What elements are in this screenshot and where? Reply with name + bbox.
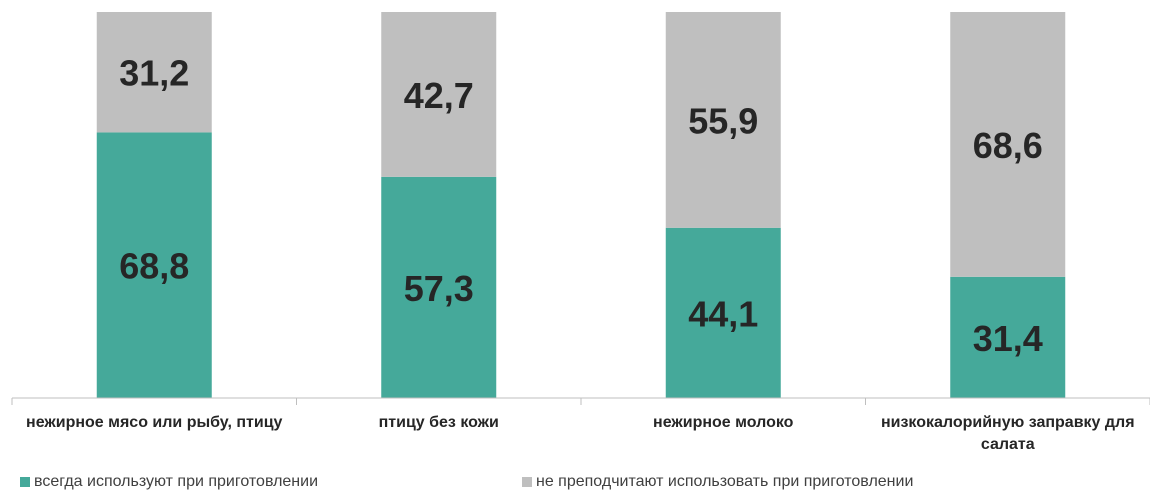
value-label: 42,7 xyxy=(404,75,474,116)
legend-label: не преподчитают использовать при пригото… xyxy=(536,473,914,490)
value-label: 44,1 xyxy=(688,293,758,334)
plot: 68,8 31,2 57,3 42,7 44,1 55,9 31,4 68,6 xyxy=(11,12,1150,405)
value-label: 31,4 xyxy=(973,318,1043,359)
value-label: 57,3 xyxy=(404,268,474,309)
bar-segment xyxy=(381,12,497,177)
bar-segment xyxy=(665,12,781,228)
bar-segment xyxy=(96,12,212,133)
legend-swatch xyxy=(522,477,532,487)
legend-item: всегда используют при приготовлении xyxy=(20,473,318,491)
bar-segment xyxy=(950,12,1066,277)
bar-segment xyxy=(665,227,781,398)
legend-item: не преподчитают использовать при пригото… xyxy=(522,473,913,491)
legend-swatch xyxy=(20,477,30,487)
bar-segment xyxy=(96,132,212,398)
value-label: 68,8 xyxy=(119,246,189,287)
value-label: 31,2 xyxy=(119,53,189,94)
value-label: 55,9 xyxy=(688,100,758,141)
bar-segment xyxy=(950,276,1066,398)
x-tick-label: птицу без кожи xyxy=(378,414,499,431)
x-tick-label: нежирное молоко xyxy=(653,414,794,431)
x-tick-label: нежирное мясо или рыбу, птицу xyxy=(26,414,283,431)
legend-label: всегда используют при приготовлении xyxy=(34,473,319,490)
bar-segment xyxy=(381,176,497,398)
x-tick-label: низкокалорийную заправку для салата xyxy=(880,414,1135,453)
value-label: 68,6 xyxy=(973,125,1043,166)
